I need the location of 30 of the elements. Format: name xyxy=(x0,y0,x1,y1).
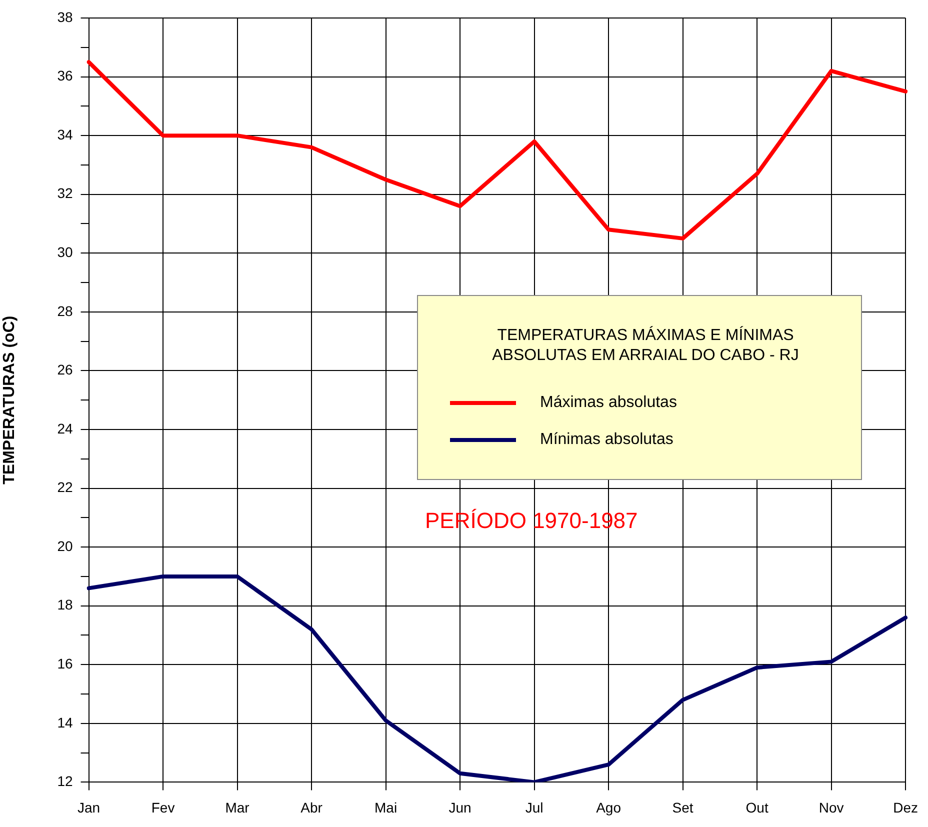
x-tick-label: Jul xyxy=(525,799,544,816)
x-tick-label: Jan xyxy=(77,799,100,816)
y-tick-label: 32 xyxy=(57,185,73,202)
x-tick-label: Fev xyxy=(151,799,175,816)
legend-title: TEMPERATURAS MÁXIMAS E MÍNIMAS ABSOLUTAS EM ARRAIAL DO CABO - RJ xyxy=(491,326,800,366)
y-tick-label: 30 xyxy=(57,244,73,260)
y-tick-label: 20 xyxy=(57,538,73,554)
legend-label: Máximas absolutas xyxy=(540,394,677,412)
x-tick-label: Nov xyxy=(818,799,844,816)
x-tick-label: Jun xyxy=(448,799,472,816)
x-tick-label: Dez xyxy=(893,799,918,816)
x-tick-label: Out xyxy=(746,799,768,816)
x-tick-label: Mai xyxy=(374,799,398,816)
y-tick-label: 38 xyxy=(57,8,73,25)
x-tick-label: Abr xyxy=(300,799,323,816)
x-tick-label: Ago xyxy=(596,799,622,816)
y-tick-label: 28 xyxy=(57,302,73,319)
legend-label: Mínimas absolutas xyxy=(540,430,674,448)
x-tick-label: Set xyxy=(672,799,694,816)
y-axis-title: TEMPERATURAS (oC) xyxy=(1,316,18,484)
y-tick-label: 14 xyxy=(57,714,73,730)
y-tick-label: 22 xyxy=(57,479,73,496)
y-tick-label: 26 xyxy=(57,362,73,378)
y-tick-label: 16 xyxy=(57,655,73,672)
y-tick-label: 34 xyxy=(57,126,73,142)
y-tick-label: 18 xyxy=(57,596,73,613)
y-tick-label: 36 xyxy=(57,68,73,84)
x-tick-label: Mar xyxy=(225,799,250,816)
y-tick-label: 12 xyxy=(57,773,73,790)
y-tick-label: 24 xyxy=(57,420,73,436)
